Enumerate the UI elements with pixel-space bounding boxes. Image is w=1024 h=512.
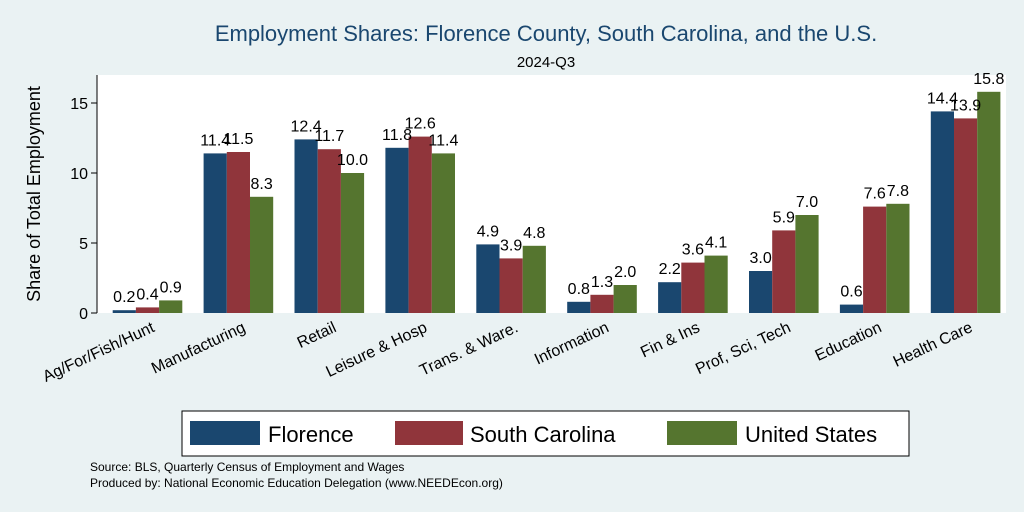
legend-swatch-united-states: [667, 421, 737, 445]
bar-south-carolina-ag-for-fish-hunt: [135, 307, 160, 313]
data-label-florence-health-care: 14.4: [927, 90, 958, 107]
bar-south-carolina-prof-sci-tech: [772, 230, 796, 313]
legend-box: [181, 410, 910, 457]
data-label-florence-trans-ware: 4.9: [477, 223, 499, 240]
bar-south-carolina-retail: [317, 149, 341, 313]
data-label-florence-leisure-hosp: 11.8: [382, 127, 412, 144]
y-tick-label: 10: [70, 166, 88, 183]
x-category-label: Education: [813, 319, 885, 364]
legend-label-florence: Florence: [268, 422, 354, 447]
x-category-label: Leisure & Hosp: [324, 319, 430, 381]
legend-swatch-florence: [190, 421, 260, 445]
legend: Florence South Carolina United States: [181, 410, 910, 457]
bar-south-carolina-health-care: [954, 118, 978, 314]
x-category-label: Manufacturing: [149, 319, 248, 377]
data-label-florence-information: 0.8: [568, 281, 590, 298]
bar-united-states-leisure-hosp: [431, 153, 455, 313]
x-category-label: Ag/For/Fish/Hunt: [40, 319, 157, 386]
bar-south-carolina-trans-ware: [499, 258, 523, 313]
bar-south-carolina-information: [590, 294, 614, 313]
data-label-united-states-trans-ware: 4.8: [523, 225, 545, 242]
legend-label-united-states: United States: [745, 422, 877, 447]
data-label-south-carolina-leisure-hosp: 12.6: [405, 116, 436, 133]
x-category-label: Prof, Sci, Tech: [693, 319, 793, 378]
y-tick-label: 15: [70, 96, 88, 113]
bar-united-states-ag-for-fish-hunt: [159, 300, 183, 313]
data-label-united-states-retail: 10.0: [337, 152, 368, 169]
chart-subtitle: 2024-Q3: [517, 54, 575, 71]
bar-united-states-manufacturing: [250, 196, 274, 313]
data-label-south-carolina-health-care: 13.9: [950, 97, 981, 114]
bar-south-carolina-fin-ins: [681, 262, 705, 313]
y-axis-label: Share of Total Employment: [24, 86, 44, 302]
data-label-south-carolina-information: 1.3: [591, 274, 613, 291]
data-labels: 0.2 0.4 0.911.411.58.312.411.710.011.812.6…: [113, 71, 1004, 306]
x-category-label: Retail: [295, 319, 339, 352]
data-label-florence-fin-ins: 2.2: [659, 261, 681, 278]
legend-label-south-carolina: South Carolina: [470, 422, 616, 447]
y-axis: 0 5 10 15: [70, 75, 98, 323]
bar-florence-manufacturing: [203, 153, 227, 313]
bar-united-states-trans-ware: [522, 245, 546, 313]
data-label-united-states-information: 2.0: [614, 264, 636, 281]
data-label-south-carolina-retail: 11.7: [314, 128, 344, 145]
bars: [112, 91, 1001, 314]
data-label-south-carolina-ag-for-fish-hunt: 0.4: [136, 286, 158, 303]
bar-florence-health-care: [930, 111, 954, 314]
bar-united-states-prof-sci-tech: [795, 215, 819, 313]
x-category-label: Fin & Ins: [638, 319, 702, 361]
data-label-florence-education: 0.6: [840, 284, 862, 301]
data-label-florence-prof-sci-tech: 3.0: [749, 250, 771, 267]
data-label-united-states-fin-ins: 4.1: [705, 235, 727, 252]
x-category-label: Trans. & Ware.: [417, 319, 521, 379]
x-category-label: Information: [532, 319, 612, 368]
bar-florence-information: [567, 301, 591, 313]
data-label-south-carolina-manufacturing: 11.5: [223, 131, 253, 148]
bar-florence-retail: [294, 139, 318, 313]
data-label-united-states-education: 7.8: [887, 183, 909, 200]
x-category-label: Health Care: [891, 319, 976, 371]
y-tick-label: 0: [79, 306, 88, 323]
bar-united-states-education: [886, 203, 910, 313]
data-label-united-states-manufacturing: 8.3: [250, 176, 272, 193]
bar-florence-education: [839, 304, 864, 313]
bar-united-states-fin-ins: [704, 255, 728, 313]
data-label-florence-retail: 12.4: [291, 118, 322, 135]
producer-note: Produced by: National Economic Education…: [90, 476, 503, 490]
source-note: Source: BLS, Quarterly Census of Employm…: [90, 460, 404, 474]
bar-south-carolina-leisure-hosp: [408, 136, 432, 313]
bar-florence-fin-ins: [658, 282, 682, 313]
y-tick-label: 5: [79, 236, 88, 253]
bar-united-states-information: [613, 285, 637, 313]
bar-south-carolina-education: [863, 206, 887, 313]
data-label-united-states-ag-for-fish-hunt: 0.9: [160, 279, 182, 296]
bar-south-carolina-manufacturing: [226, 152, 250, 313]
data-label-florence-ag-for-fish-hunt: 0.2: [113, 289, 135, 306]
legend-swatch-south-carolina: [395, 421, 463, 445]
data-label-south-carolina-prof-sci-tech: 5.9: [773, 209, 795, 226]
data-label-south-carolina-education: 7.6: [864, 186, 886, 203]
data-label-united-states-prof-sci-tech: 7.0: [796, 194, 818, 211]
chart-title: Employment Shares: Florence County, Sout…: [215, 21, 877, 46]
bar-florence-trans-ware: [476, 244, 500, 313]
bar-united-states-retail: [340, 173, 365, 313]
data-label-florence-manufacturing: 11.4: [200, 132, 230, 149]
data-label-united-states-leisure-hosp: 11.4: [428, 132, 458, 149]
data-label-united-states-health-care: 15.8: [973, 71, 1004, 88]
bar-florence-ag-for-fish-hunt: [112, 310, 136, 313]
bar-florence-leisure-hosp: [385, 147, 409, 313]
data-label-south-carolina-trans-ware: 3.9: [500, 237, 522, 254]
bar-united-states-health-care: [977, 91, 1001, 313]
data-label-south-carolina-fin-ins: 3.6: [682, 242, 704, 259]
bar-florence-prof-sci-tech: [749, 271, 773, 313]
